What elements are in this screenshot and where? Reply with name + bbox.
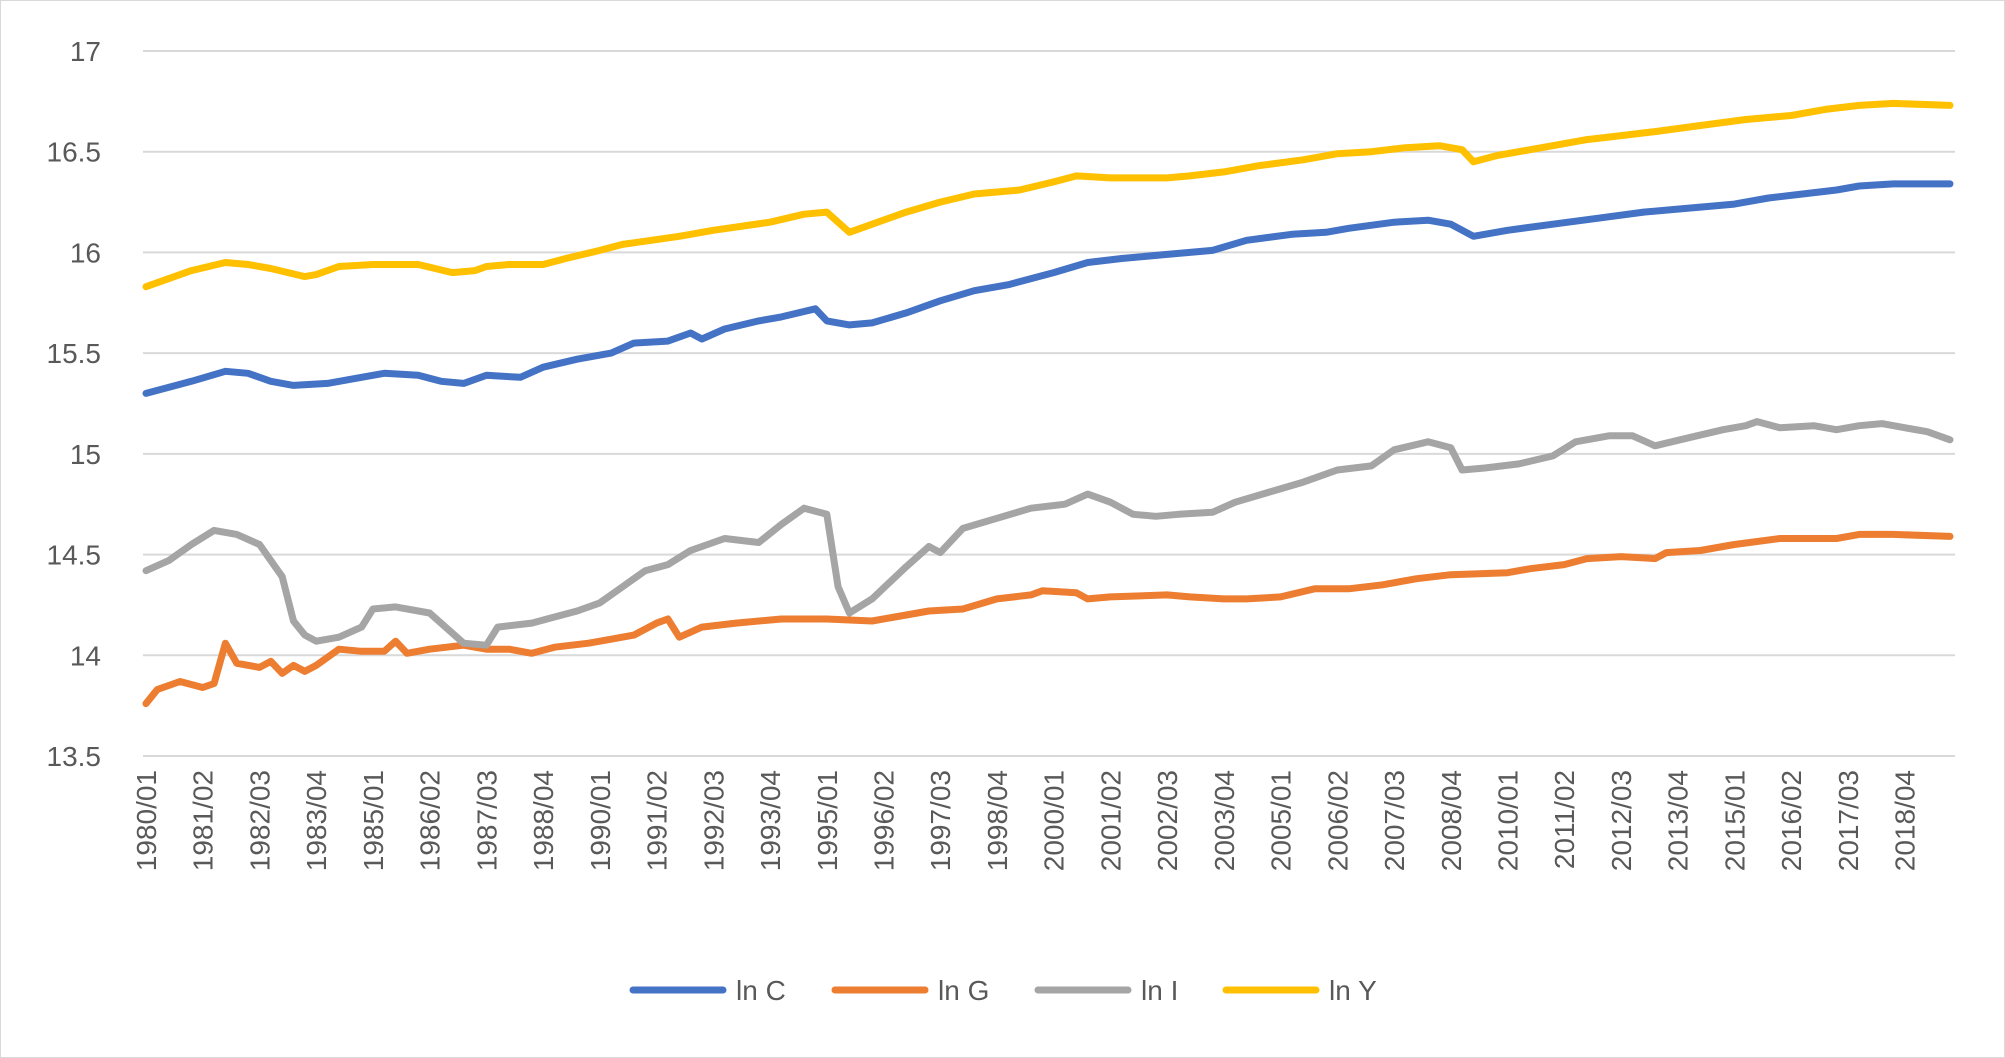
x-tick-label: 1996/02 <box>868 770 899 871</box>
x-tick-label: 2006/02 <box>1322 770 1353 871</box>
x-tick-label: 1998/04 <box>982 770 1013 871</box>
x-tick-label: 1985/01 <box>358 770 389 871</box>
x-tick-label: 1986/02 <box>415 770 446 871</box>
x-tick-label: 2012/03 <box>1606 770 1637 871</box>
x-tick-label: 1987/03 <box>471 770 502 871</box>
legend: ln C ln G ln I ln Y <box>629 975 1377 1006</box>
series-line-ln-g <box>142 530 1954 708</box>
x-tick-label: 1997/03 <box>925 770 956 871</box>
x-tick-label: 1981/02 <box>188 770 219 871</box>
x-tick-label: 2001/02 <box>1095 770 1126 871</box>
series-line-ln-y <box>142 99 1954 291</box>
x-axis-tick-labels: 1980/01 1981/02 1982/03 1983/04 1985/01 1986/… <box>131 770 1921 871</box>
x-tick-label: 1991/02 <box>642 770 673 871</box>
x-tick-label: 2018/04 <box>1890 770 1921 871</box>
y-tick-label: 16.5 <box>47 137 102 168</box>
x-tick-label: 1993/04 <box>755 770 786 871</box>
x-tick-label: 2002/03 <box>1152 770 1183 871</box>
x-tick-label: 2011/02 <box>1549 770 1580 869</box>
legend-label: ln I <box>1141 975 1178 1006</box>
series-lines <box>142 99 1954 708</box>
gridlines <box>143 50 1955 757</box>
x-tick-label: 1988/04 <box>528 770 559 871</box>
y-tick-label: 14 <box>70 640 101 671</box>
y-tick-label: 14.5 <box>47 540 102 571</box>
legend-label: ln Y <box>1329 975 1377 1006</box>
x-tick-label: 1980/01 <box>131 770 162 871</box>
y-tick-label: 15 <box>70 439 101 470</box>
x-tick-label: 2005/01 <box>1266 770 1297 871</box>
series-line-ln-c <box>142 180 1954 397</box>
x-tick-label: 2008/04 <box>1436 770 1467 871</box>
x-tick-label: 1995/01 <box>812 770 843 871</box>
y-tick-label: 16 <box>70 237 101 268</box>
y-axis-tick-labels: 13.5 14 14.5 15 15.5 16 16.5 17 <box>47 36 102 772</box>
legend-label: ln C <box>736 975 786 1006</box>
series-line-ln-i <box>142 418 1954 649</box>
x-tick-label: 2013/04 <box>1663 770 1694 871</box>
x-tick-label: 2010/01 <box>1493 770 1524 871</box>
x-tick-label: 1990/01 <box>585 770 616 871</box>
x-tick-label: 1982/03 <box>244 770 275 871</box>
x-tick-label: 2000/01 <box>1039 770 1070 871</box>
x-tick-label: 2003/04 <box>1209 770 1240 871</box>
x-tick-label: 2007/03 <box>1379 770 1410 871</box>
x-tick-label: 1983/04 <box>301 770 332 871</box>
x-tick-label: 2016/02 <box>1776 770 1807 871</box>
x-tick-label: 1992/03 <box>698 770 729 871</box>
y-tick-label: 13.5 <box>47 741 102 772</box>
x-tick-label: 2015/01 <box>1719 770 1750 871</box>
x-tick-label: 2017/03 <box>1833 770 1864 871</box>
legend-label: ln G <box>938 975 989 1006</box>
y-tick-label: 17 <box>70 36 101 67</box>
y-tick-label: 15.5 <box>47 338 102 369</box>
